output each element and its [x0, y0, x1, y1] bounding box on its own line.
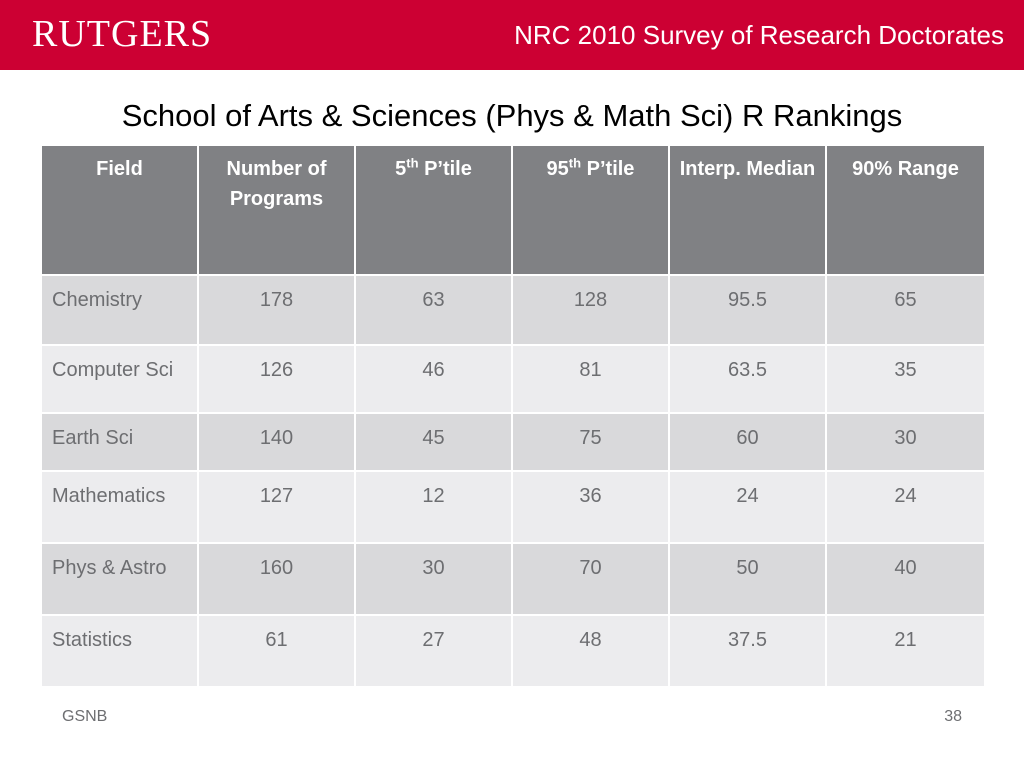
header-programs: Number of Programs	[197, 144, 356, 276]
cell-field: Phys & Astro	[40, 542, 199, 616]
cell-programs: 160	[197, 542, 356, 616]
header-5th-num: 5	[395, 158, 407, 180]
cell-median: 50	[668, 542, 827, 616]
footer-label: GSNB	[62, 708, 108, 725]
header-95th-rest: P’tile	[581, 158, 635, 180]
cell-range: 30	[825, 412, 986, 472]
cell-p95: 36	[511, 470, 670, 544]
cell-programs: 126	[197, 344, 356, 414]
header-95th-sup: th	[568, 155, 582, 171]
table-row: Chemistry 178 63 128 95.5 65	[40, 274, 986, 346]
cell-p95: 70	[511, 542, 670, 616]
header-95th-ptile: 95th P’tile	[511, 144, 670, 276]
cell-p5: 27	[354, 614, 513, 688]
cell-programs: 178	[197, 274, 356, 346]
cell-field: Chemistry	[40, 274, 199, 346]
cell-programs: 127	[197, 470, 356, 544]
page-number: 38	[944, 708, 962, 725]
slide-title: School of Arts & Sciences (Phys & Math S…	[121, 98, 903, 133]
cell-median: 60	[668, 412, 827, 472]
cell-p5: 63	[354, 274, 513, 346]
header-median: Interp. Median	[668, 144, 827, 276]
cell-range: 24	[825, 470, 986, 544]
cell-programs: 61	[197, 614, 356, 688]
cell-median: 63.5	[668, 344, 827, 414]
header-5th-rest: P’tile	[418, 158, 472, 180]
cell-median: 24	[668, 470, 827, 544]
header-field: Field	[40, 144, 199, 276]
cell-p5: 46	[354, 344, 513, 414]
table-row: Phys & Astro 160 30 70 50 40	[40, 542, 986, 616]
table-row: Computer Sci 126 46 81 63.5 35	[40, 344, 986, 414]
header-5th-sup: th	[406, 155, 419, 171]
cell-range: 40	[825, 542, 986, 616]
header-range: 90% Range	[825, 144, 986, 276]
header-bar: RUTGERS NRC 2010 Survey of Research Doct…	[0, 0, 1024, 70]
header-5th-ptile: 5th P’tile	[354, 144, 513, 276]
cell-field: Mathematics	[40, 470, 199, 544]
cell-median: 95.5	[668, 274, 827, 346]
rankings-table: Field Number of Programs 5th P’tile 95th…	[40, 144, 986, 688]
cell-median: 37.5	[668, 614, 827, 688]
cell-p95: 128	[511, 274, 670, 346]
cell-range: 35	[825, 344, 986, 414]
cell-p5: 30	[354, 542, 513, 616]
cell-p95: 75	[511, 412, 670, 472]
cell-field: Computer Sci	[40, 344, 199, 414]
header-95th-num: 95	[546, 158, 569, 180]
table-header-row: Field Number of Programs 5th P’tile 95th…	[40, 144, 986, 276]
cell-programs: 140	[197, 412, 356, 472]
table-row: Statistics 61 27 48 37.5 21	[40, 614, 986, 688]
rutgers-logo: RUTGERS	[32, 13, 213, 55]
header-title: NRC 2010 Survey of Research Doctorates	[514, 20, 1004, 50]
cell-p5: 45	[354, 412, 513, 472]
table-row: Mathematics 127 12 36 24 24	[40, 470, 986, 544]
cell-range: 65	[825, 274, 986, 346]
cell-p5: 12	[354, 470, 513, 544]
table-row: Earth Sci 140 45 75 60 30	[40, 412, 986, 472]
cell-field: Statistics	[40, 614, 199, 688]
cell-p95: 48	[511, 614, 670, 688]
cell-field: Earth Sci	[40, 412, 199, 472]
cell-range: 21	[825, 614, 986, 688]
cell-p95: 81	[511, 344, 670, 414]
